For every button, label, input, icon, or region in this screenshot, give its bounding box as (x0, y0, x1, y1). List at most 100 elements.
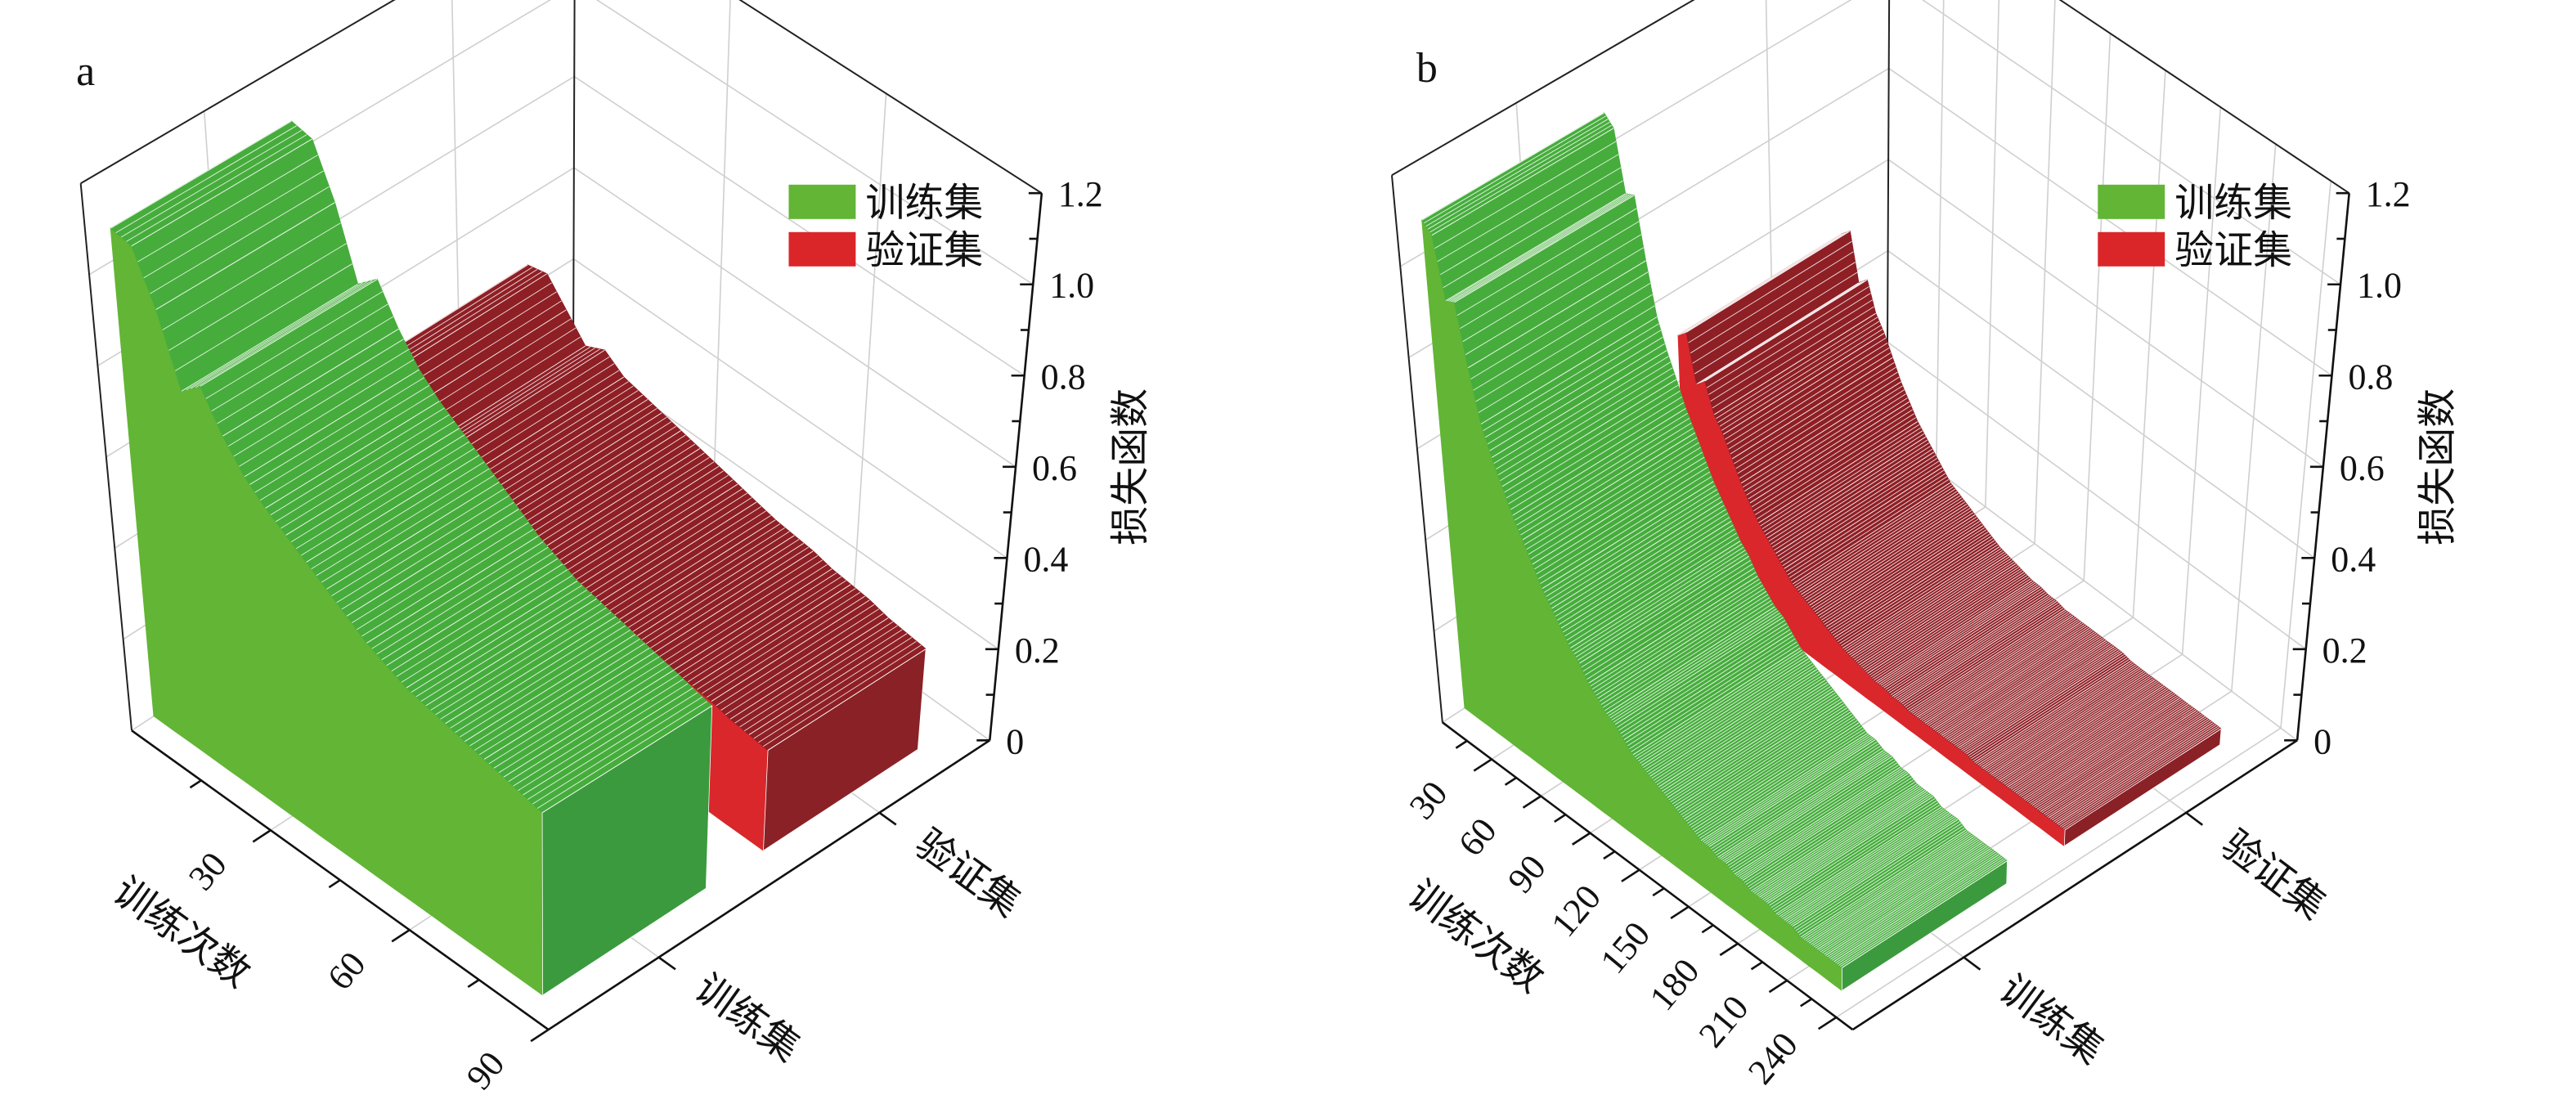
data-point-stripe (540, 447, 701, 550)
x-tick (252, 829, 272, 843)
z-tick-label: 0.4 (2331, 539, 2376, 579)
data-point-stripe (1924, 622, 2082, 724)
data-point-stripe (1851, 554, 2008, 657)
data-point-stripe (1614, 617, 1784, 725)
data-point-stripe (1999, 679, 2156, 782)
grid-line-side-wall (1887, 249, 2315, 559)
grid-line-side-wall (2231, 144, 2277, 692)
data-point-stripe (523, 687, 693, 796)
floor-side-edge (1886, 432, 2298, 741)
x-minor-tick (1603, 850, 1616, 860)
grid-line-side-wall (850, 93, 887, 641)
data-point-stripe (366, 536, 539, 644)
data-point-stripe (597, 501, 757, 604)
data-point-stripe (1958, 646, 2115, 748)
data-point-stripe (2007, 685, 2164, 788)
z-axis-title: 损失函数 (1109, 388, 1152, 545)
grid-line-side-wall (573, 167, 1016, 468)
panel-label: b (1416, 45, 1438, 92)
grid-line-side-wall (1921, 0, 2341, 285)
data-point-stripe (1767, 796, 1934, 904)
data-point-stripe (1570, 541, 1741, 649)
data-point-stripe (1632, 647, 1801, 756)
data-point-stripe (1801, 492, 1959, 595)
data-point-stripe (692, 584, 851, 686)
data-point-stripe (1833, 854, 1999, 963)
data-point-stripe (1588, 576, 1758, 684)
data-point-stripe (1883, 586, 2041, 689)
x-tick-label: 120 (1543, 877, 1609, 945)
data-point-stripe (654, 550, 814, 653)
x-tick-label: 30 (181, 845, 235, 898)
data-point-stripe (1700, 733, 1868, 841)
x-tick (1473, 758, 1492, 772)
frame-edge (80, 0, 396, 185)
category-axis-line (547, 739, 990, 1031)
grid-line-side-wall (2280, 181, 2331, 729)
z-tick-label: 0.4 (1023, 539, 1068, 579)
data-point-stripe (1916, 615, 2074, 718)
data-point-stripe (1717, 750, 1884, 858)
frame-edge (738, 0, 1043, 195)
series-train (110, 120, 713, 996)
x-tick-label: 150 (1592, 914, 1658, 981)
data-point-stripe (1824, 848, 1991, 956)
data-point-stripe (635, 535, 795, 638)
data-point-stripe (1800, 829, 1967, 938)
data-point-stripe (285, 428, 460, 536)
legend-swatch (2098, 231, 2165, 267)
data-point-stripe (1731, 357, 1893, 460)
data-point-stripe (1696, 282, 1860, 385)
grid-line-side-wall (1935, 0, 1945, 470)
legend-swatch (788, 184, 856, 219)
data-point-stripe (1667, 690, 1834, 798)
data-point-stripe (1685, 231, 1851, 333)
data-point-stripe (1675, 701, 1842, 809)
grid-line-side-wall (595, 0, 1034, 285)
chart-panel-a: 306090训练次数训练集验证集00.20.40.60.81.01.2损失函数训… (76, 0, 1152, 1097)
category-tick (657, 956, 676, 971)
data-point-stripe (1900, 600, 2058, 703)
legend-swatch (2098, 184, 2165, 219)
grid-line-side-wall (1888, 67, 2332, 376)
data-point-stripe (244, 369, 420, 478)
data-point-stripe (1454, 195, 1635, 303)
grid-line-side-wall (572, 258, 1008, 559)
data-point-stripe (1551, 500, 1723, 609)
frame-edge (2058, 0, 2350, 195)
data-point-stripe (1816, 841, 1983, 950)
data-point-stripe (1766, 436, 1927, 539)
frame-edge (1390, 175, 1443, 723)
data-point-stripe (1734, 766, 1901, 875)
x-tick (1817, 1016, 1838, 1030)
category-label: 训练集 (1991, 967, 2112, 1073)
wall-end-face (763, 648, 927, 851)
x-tick-label: 90 (459, 1044, 513, 1097)
data-point-stripe (1491, 350, 1667, 458)
z-tick-label: 1.0 (1049, 266, 1094, 306)
data-point-stripe (265, 401, 440, 509)
data-point-stripe (1649, 668, 1818, 777)
data-point-stripe (1750, 783, 1918, 892)
data-point-stripe (1974, 661, 2131, 763)
legend-label: 验证集 (2174, 229, 2292, 272)
data-point-stripe (1784, 467, 1943, 569)
data-point-stripe (1579, 555, 1749, 664)
data-point-stripe (346, 509, 519, 617)
x-minor-tick (1800, 998, 1813, 1008)
z-tick-label: 0.8 (2348, 357, 2393, 397)
data-point-stripe (1445, 193, 1626, 302)
category-label: 验证集 (2214, 823, 2334, 928)
x-minor-tick (467, 979, 480, 989)
data-point-stripe (222, 328, 399, 437)
data-point-stripe (1722, 332, 1885, 435)
series-train (1420, 112, 2008, 992)
data-point-stripe (1908, 609, 2066, 711)
x-tick (1670, 905, 1690, 920)
x-minor-tick (1455, 739, 1468, 749)
data-point-stripe (559, 465, 720, 568)
data-point-stripe (1640, 657, 1810, 766)
